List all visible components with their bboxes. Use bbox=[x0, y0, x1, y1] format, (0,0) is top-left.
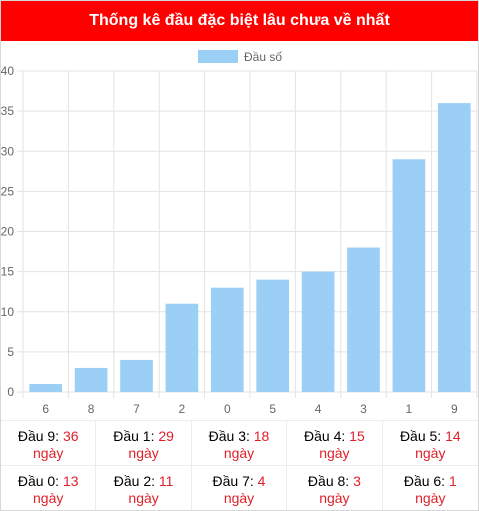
stat-value: 4 bbox=[257, 473, 266, 489]
x-tick-label: 3 bbox=[360, 402, 367, 416]
legend-swatch bbox=[198, 50, 238, 63]
stat-value: 36 bbox=[62, 428, 79, 444]
stat-cell: Đầu 2: 11 ngày bbox=[96, 465, 192, 510]
stat-label: Đầu 8: bbox=[307, 473, 350, 489]
x-tick-label: 7 bbox=[133, 402, 140, 416]
x-tick-label: 8 bbox=[88, 402, 95, 416]
stat-label: Đầu 4: bbox=[304, 428, 346, 444]
bar bbox=[29, 383, 63, 392]
stat-value: 29 bbox=[158, 428, 174, 444]
x-tick-label: 4 bbox=[315, 402, 322, 416]
stat-label: Đầu 0: bbox=[17, 473, 60, 489]
stat-unit: ngày bbox=[128, 490, 159, 506]
bar bbox=[392, 159, 426, 392]
bar bbox=[210, 287, 244, 392]
stat-value: 3 bbox=[353, 473, 361, 489]
y-tick-label: 40 bbox=[1, 64, 14, 78]
y-tick-label: 15 bbox=[1, 265, 14, 279]
stat-unit: ngày bbox=[128, 445, 159, 461]
stat-unit: ngày bbox=[223, 490, 255, 506]
bar bbox=[256, 279, 290, 392]
stat-unit: ngày bbox=[415, 445, 446, 461]
bar bbox=[347, 247, 380, 392]
stat-value: 13 bbox=[62, 473, 79, 489]
y-tick-label: 5 bbox=[7, 345, 14, 359]
stat-unit: ngày bbox=[415, 490, 446, 506]
bar bbox=[120, 359, 153, 392]
stat-unit: ngày bbox=[33, 490, 64, 506]
y-tick-label: 10 bbox=[1, 305, 14, 319]
stat-value: 11 bbox=[158, 473, 174, 489]
stat-value: 15 bbox=[349, 428, 365, 444]
bar bbox=[165, 303, 199, 392]
stat-label: Đầu 7: bbox=[212, 473, 254, 489]
x-tick-label: 9 bbox=[451, 402, 458, 416]
stat-value: 14 bbox=[445, 428, 461, 444]
x-tick-label: 2 bbox=[179, 402, 186, 416]
stat-cell: Đầu 3: 18 ngày bbox=[191, 420, 288, 465]
stat-cell: Đầu 1: 29 ngày bbox=[96, 420, 192, 465]
y-tick-label: 35 bbox=[1, 104, 14, 118]
stat-value: 18 bbox=[253, 428, 270, 444]
stat-label: Đầu 5: bbox=[399, 428, 442, 444]
stat-label: Đầu 3: bbox=[208, 428, 250, 444]
stat-label: Đầu 2: bbox=[113, 473, 155, 489]
y-tick-label: 25 bbox=[1, 184, 14, 198]
stat-cell: Đầu 5: 14 ngày bbox=[382, 420, 478, 465]
x-tick-label: 6 bbox=[42, 402, 49, 416]
stat-label: Đầu 9: bbox=[17, 428, 60, 444]
x-tick-label: 0 bbox=[224, 402, 231, 416]
stat-cell: Đầu 8: 3 ngày bbox=[287, 465, 383, 510]
stat-unit: ngày bbox=[319, 490, 350, 506]
y-tick-label: 30 bbox=[1, 144, 14, 158]
bar bbox=[74, 367, 108, 392]
stat-label: Đầu 6: bbox=[403, 473, 446, 489]
page-title: Thống kê đầu đặc biệt lâu chưa về nhất bbox=[1, 1, 478, 41]
stat-cell: Đầu 7: 4 ngày bbox=[191, 465, 288, 510]
bar-chart: Đầu số 0 5 10 15 20 25 30 35 40 6 8 7 2 0 5 4 3 1 9 bbox=[1, 41, 478, 421]
stat-unit: ngày bbox=[223, 445, 255, 461]
stat-cell: Đầu 0: 13 ngày bbox=[1, 465, 97, 510]
stat-label: Đầu 1: bbox=[113, 428, 155, 444]
stat-unit: ngày bbox=[319, 445, 350, 461]
x-tick-label: 1 bbox=[406, 402, 413, 416]
y-tick-label: 0 bbox=[7, 385, 14, 399]
stat-cell: Đầu 6: 1 ngày bbox=[382, 465, 478, 510]
stat-cell: Đầu 9: 36 ngày bbox=[1, 420, 97, 465]
stat-cell: Đầu 4: 15 ngày bbox=[287, 420, 383, 465]
x-tick-label: 5 bbox=[269, 402, 276, 416]
stat-value: 1 bbox=[448, 473, 457, 489]
stats-table: Đầu 9: 36 ngày Đầu 1: 29 ngày Đầu 3: 18 ngà… bbox=[1, 420, 478, 510]
legend-label: Đầu số bbox=[244, 50, 282, 64]
stat-unit: ngày bbox=[33, 445, 64, 461]
bar bbox=[301, 271, 335, 392]
bar bbox=[437, 103, 471, 392]
y-tick-label: 20 bbox=[1, 225, 14, 239]
